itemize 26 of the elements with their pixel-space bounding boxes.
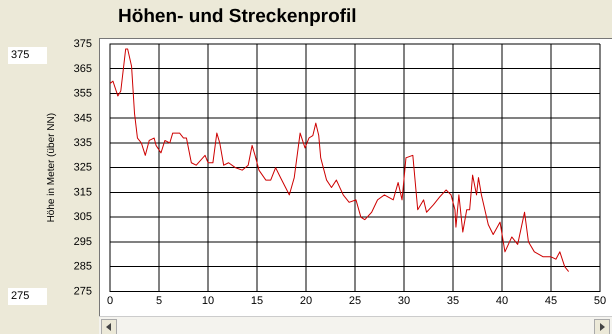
y-tick-label: 295 <box>74 236 92 248</box>
text: 375 <box>8 47 47 64</box>
x-tick-label: 50 <box>594 295 606 308</box>
y-axis-title: Höhe in Meter (über NN) <box>46 112 57 222</box>
y-tick-label: 285 <box>74 260 92 273</box>
y-tick-label: 325 <box>74 162 92 174</box>
x-tick-label: 10 <box>202 295 214 308</box>
chart-title: Höhen- und Streckenprofil <box>118 6 357 28</box>
y-tick-label: 375 <box>74 38 92 50</box>
text: 275 <box>8 288 47 305</box>
x-tick-label: 20 <box>300 295 312 308</box>
x-tick-label: 5 <box>156 295 162 308</box>
x-tick-label: 15 <box>250 295 264 308</box>
y-tick-label: 335 <box>74 136 92 149</box>
y-tick-label: 275 <box>74 285 92 298</box>
x-tick-label: 35 <box>446 295 460 308</box>
y-tick-label: 345 <box>74 112 92 124</box>
y-tick-label: 315 <box>74 186 92 198</box>
x-tick-label: 45 <box>544 295 558 308</box>
x-tick-label: 25 <box>348 295 362 308</box>
x-tick-label: 0 <box>106 295 114 308</box>
y-tick-label: 365 <box>74 62 92 75</box>
y-tick-label: 355 <box>74 88 92 100</box>
y-tick-label: 305 <box>74 211 92 224</box>
x-tick-label: 40 <box>496 295 508 308</box>
x-tick-label: 30 <box>398 295 410 308</box>
